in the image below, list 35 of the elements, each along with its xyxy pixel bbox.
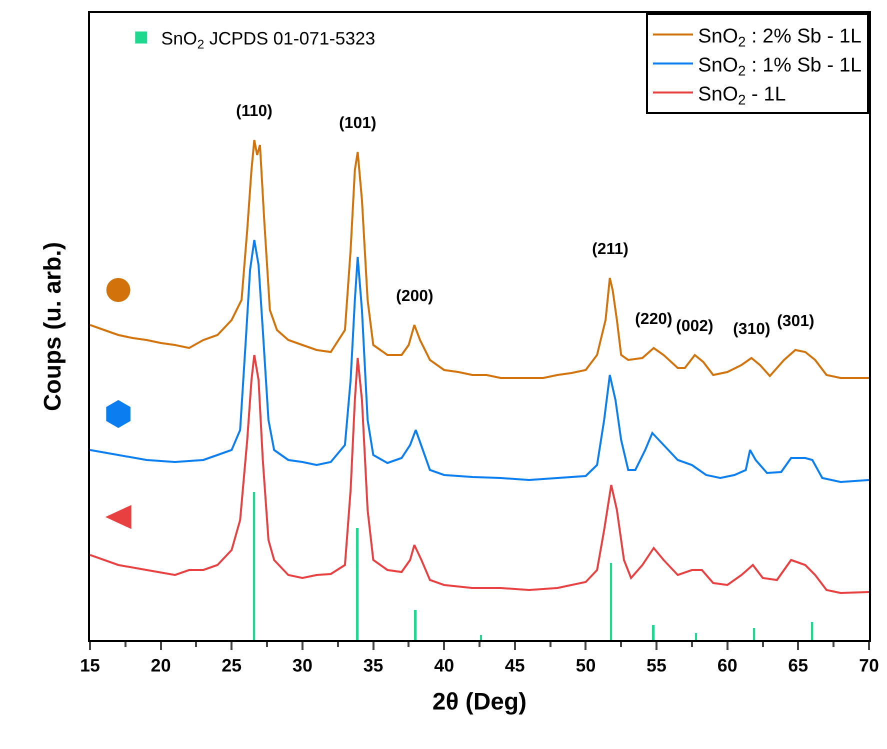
annotation: (211) [592,241,628,258]
bar [253,492,256,640]
annotation: (301) [777,313,814,330]
annotation: (110) [236,103,272,120]
annotation: (101) [339,115,376,132]
bar [652,625,655,640]
x-tick-label: 50 [576,656,596,676]
legend-label: SnO$_{2}$ : 2% Sb - 1L [698,25,862,50]
legend-label: SnO$_{2}$ JCPDS 01-071-5323 [161,28,376,52]
bar [753,628,756,640]
x-tick-label: 35 [363,656,384,676]
x-tick-label: 25 [222,656,242,676]
x-tick-label: 20 [150,656,171,676]
x-tick-label: 65 [788,656,808,676]
bar [695,633,698,640]
x-tick-label: 45 [504,656,525,676]
x-tick-label: 55 [646,656,667,676]
y-axis-title: Coups (u. arb.) [40,242,67,412]
annotation: (200) [396,288,434,305]
annotation: (220) [635,311,672,328]
x-tick-label: 70 [858,656,880,676]
bar [414,610,417,640]
x-tick-label: 60 [717,656,738,676]
bar [610,563,612,640]
annotation: (310) [733,321,770,338]
annotation: (002) [676,318,714,335]
x-tick-label: 40 [434,656,454,676]
x-tick-label: 15 [80,656,100,676]
x-axis-title: 2θ (Deg) [432,688,527,716]
x-tick-label: 30 [292,656,312,676]
legend-label: SnO$_{2}$ - 1L [698,83,786,108]
bar [480,635,482,640]
bar [356,528,359,640]
bar [811,622,814,640]
legend-label: SnO$_{2}$ : 1% Sb - 1L [698,54,862,78]
